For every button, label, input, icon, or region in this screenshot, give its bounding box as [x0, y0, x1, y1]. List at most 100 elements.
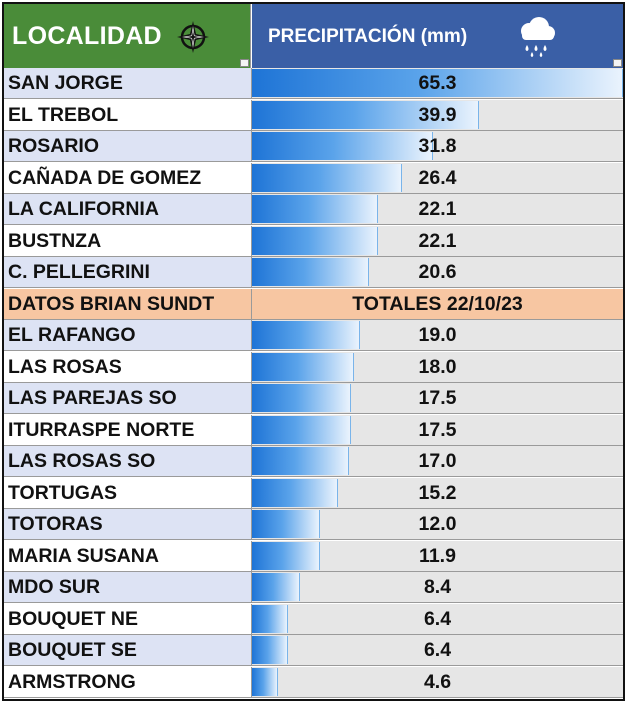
precipitation-cell: 11.9: [252, 540, 623, 571]
precipitation-cell: 17.5: [252, 383, 623, 413]
locality-name: CAÑADA DE GOMEZ: [4, 162, 252, 193]
column-header-precipitacion[interactable]: PRECIPITACIÓN (mm): [252, 4, 623, 68]
precipitation-cell: 18.0: [252, 351, 623, 382]
table-row: MDO SUR 8.4: [4, 572, 623, 603]
locality-name: LAS ROSAS: [4, 351, 252, 382]
table-row: TOTORAS 12.0: [4, 509, 623, 540]
precipitation-cell: 15.2: [252, 477, 623, 508]
table-row: LAS ROSAS SO 17.0: [4, 446, 623, 477]
locality-name: EL TREBOL: [4, 99, 252, 130]
locality-name: LAS ROSAS SO: [4, 446, 252, 476]
precipitation-value: 6.4: [423, 639, 452, 661]
locality-name: BOUQUET SE: [4, 635, 252, 665]
precipitation-value: 65.3: [418, 72, 457, 94]
locality-name: BOUQUET NE: [4, 603, 252, 634]
locality-name: TORTUGAS: [4, 477, 252, 508]
table-row: ROSARIO 31.8: [4, 131, 623, 162]
precipitation-bar: [252, 258, 370, 286]
table-row: TORTUGAS 15.2: [4, 477, 623, 509]
table-row: LAS PAREJAS SO 17.5: [4, 383, 623, 414]
precipitation-bar: [252, 384, 352, 412]
precipitation-bar: [252, 541, 320, 570]
table-row: EL RAFANGO 19.0: [4, 320, 623, 351]
precipitation-value: 18.0: [418, 355, 457, 378]
precipitation-cell: 39.9: [252, 99, 623, 130]
precipitation-bar: [252, 352, 355, 381]
table-row: EL TREBOL 39.9: [4, 99, 623, 131]
separator-row: DATOS BRIAN SUNDT TOTALES 22/10/23: [4, 288, 623, 320]
precipitation-value: 15.2: [418, 481, 457, 504]
locality-name: MARIA SUSANA: [4, 540, 252, 571]
precipitation-bar: [252, 573, 300, 601]
locality-name: ARMSTRONG: [4, 666, 252, 697]
precipitation-cell: 6.4: [252, 635, 623, 665]
precipitation-bar: [252, 132, 433, 160]
precipitation-value: 22.1: [418, 229, 457, 252]
precipitation-bar: [252, 447, 349, 475]
table-row: BOUQUET SE 6.4: [4, 635, 623, 666]
compass-icon: [176, 20, 210, 59]
locality-name: MDO SUR: [4, 572, 252, 602]
separator-value-cell: TOTALES 22/10/23: [252, 288, 623, 319]
precipitation-value: 20.6: [418, 261, 457, 283]
precipitation-value: 19.0: [418, 324, 457, 346]
table-row: MARIA SUSANA 11.9: [4, 540, 623, 572]
precipitation-cell: 17.5: [252, 414, 623, 445]
table-row: LA CALIFORNIA 22.1: [4, 194, 623, 225]
precipitation-cell: 6.4: [252, 603, 623, 634]
separator-value: TOTALES 22/10/23: [352, 292, 523, 315]
locality-name: LAS PAREJAS SO: [4, 383, 252, 413]
precipitation-cell: 12.0: [252, 509, 623, 539]
locality-name: SAN JORGE: [4, 68, 252, 98]
table-row: SAN JORGE 65.3: [4, 68, 623, 99]
precipitation-cell: 20.6: [252, 257, 623, 287]
precipitation-cell: 31.8: [252, 131, 623, 161]
precipitation-value: 39.9: [418, 103, 457, 126]
table-row: ARMSTRONG 4.6: [4, 666, 623, 698]
precipitation-value: 31.8: [418, 135, 457, 157]
table-row: BOUQUET NE 6.4: [4, 603, 623, 635]
precipitation-bar: [252, 69, 623, 97]
table-row: LAS ROSAS 18.0: [4, 351, 623, 383]
filter-dropdown-button[interactable]: [240, 59, 249, 67]
precipitation-cell: 8.4: [252, 572, 623, 602]
locality-name: LA CALIFORNIA: [4, 194, 252, 224]
precipitation-bar: [252, 510, 321, 538]
column-header-localidad[interactable]: LOCALIDAD: [4, 4, 251, 68]
precipitation-bar: [252, 321, 360, 349]
localidad-header-label: LOCALIDAD: [12, 22, 162, 50]
precipitation-bar: [252, 478, 339, 507]
precipitation-value: 12.0: [418, 513, 457, 535]
precipitation-bar: [252, 163, 402, 192]
precipitation-bar: [252, 100, 479, 129]
precipitation-cell: 26.4: [252, 162, 623, 193]
precipitation-value: 8.4: [423, 576, 452, 598]
table-row: ITURRASPE NORTE 17.5: [4, 414, 623, 446]
table-row: C. PELLEGRINI 20.6: [4, 257, 623, 288]
table-row: CAÑADA DE GOMEZ 26.4: [4, 162, 623, 194]
precipitation-value: 6.4: [423, 607, 452, 630]
precipitation-cell: 22.1: [252, 194, 623, 224]
locality-name: C. PELLEGRINI: [4, 257, 252, 287]
precipitation-value: 17.5: [418, 418, 457, 441]
separator-label: DATOS BRIAN SUNDT: [4, 288, 252, 319]
precipitation-bar: [252, 604, 289, 633]
precipitation-value: 4.6: [423, 670, 452, 693]
locality-name: BUSTNZA: [4, 225, 252, 256]
precipitation-bar: [252, 195, 378, 223]
precipitation-cell: 4.6: [252, 666, 623, 697]
precipitation-bar: [252, 667, 279, 696]
precipitation-value: 17.0: [418, 450, 457, 472]
precipitation-value: 22.1: [418, 198, 457, 220]
filter-dropdown-button[interactable]: [613, 59, 622, 67]
table-row: BUSTNZA 22.1: [4, 225, 623, 257]
precipitation-cell: 17.0: [252, 446, 623, 476]
locality-name: ROSARIO: [4, 131, 252, 161]
locality-name: ITURRASPE NORTE: [4, 414, 252, 445]
precipitation-value: 17.5: [418, 387, 457, 409]
locality-name: TOTORAS: [4, 509, 252, 539]
precipitation-value: 11.9: [419, 544, 456, 567]
locality-name: EL RAFANGO: [4, 320, 252, 350]
precipitacion-header-label: PRECIPITACIÓN (mm): [268, 26, 468, 47]
